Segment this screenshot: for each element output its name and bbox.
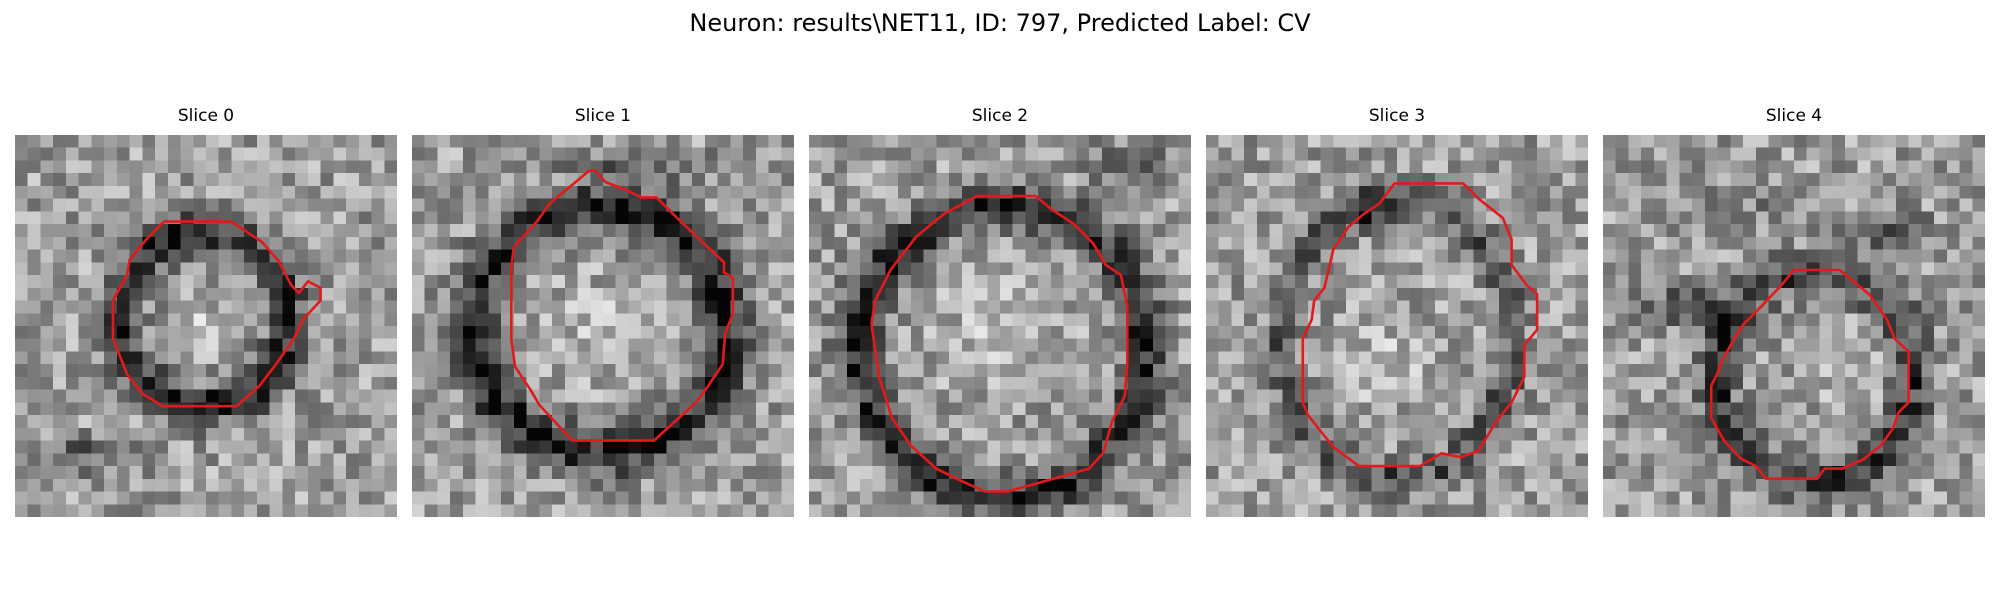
- slice-image-0: [15, 135, 397, 517]
- pixel-grid: [412, 135, 794, 517]
- segmentation-contour: [510, 169, 735, 442]
- slice-title: Slice 2: [971, 106, 1029, 126]
- figure-title: Neuron: results\NET11, ID: 797, Predicte…: [689, 9, 1311, 37]
- slice-image-1: [412, 135, 794, 517]
- slice-image-4: [1603, 135, 1985, 517]
- slice-title: Slice 0: [177, 106, 235, 126]
- segmentation-contour: [870, 194, 1129, 493]
- segmentation-contour: [1709, 268, 1910, 481]
- pixel-grid: [1206, 135, 1588, 517]
- pixel-grid: [809, 135, 1191, 517]
- segmentation-contour: [1301, 182, 1539, 468]
- slice-title: Slice 4: [1765, 106, 1823, 126]
- segmentation-contour: [111, 220, 322, 408]
- slice-image-2: [809, 135, 1191, 517]
- pixel-grid: [1603, 135, 1985, 517]
- slice-image-3: [1206, 135, 1588, 517]
- slice-title: Slice 3: [1368, 106, 1426, 126]
- pixel-grid: [15, 135, 397, 517]
- slice-title: Slice 1: [574, 106, 632, 126]
